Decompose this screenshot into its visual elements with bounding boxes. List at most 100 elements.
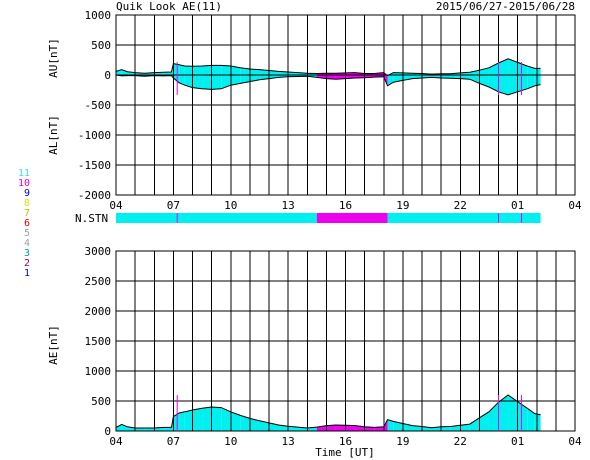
x-tick-label: 04 bbox=[568, 199, 582, 212]
au-al-x-tick-labels: 04 07 10 13 16 19 22 01 04 bbox=[109, 199, 582, 212]
au-al-band bbox=[488, 63, 499, 92]
station-segment bbox=[116, 213, 317, 223]
x-axis-label: Time [UT] bbox=[315, 446, 375, 459]
ae-grid bbox=[115, 250, 576, 432]
ae-band bbox=[374, 426, 384, 431]
y-tick-label: 500 bbox=[91, 39, 111, 52]
au-al-panel: 1000 500 0 -500 -1000 -1500 -2000 04 07 10 13 16 19… bbox=[47, 9, 582, 212]
plot-frame bbox=[115, 14, 576, 196]
legend-station-count: 1 bbox=[24, 268, 30, 279]
y-tick-label: 2500 bbox=[85, 275, 112, 288]
au-al-band bbox=[184, 66, 193, 88]
x-tick-label: 04 bbox=[109, 199, 123, 212]
ae-band bbox=[211, 407, 222, 431]
y-tick-label: 1000 bbox=[85, 365, 112, 378]
ae-band bbox=[335, 425, 346, 431]
x-tick-label: 19 bbox=[396, 199, 409, 212]
ae-band bbox=[527, 408, 535, 431]
au-al-grid bbox=[115, 14, 576, 196]
ae-outline bbox=[115, 394, 541, 431]
chart-title: Quik Look AE(11) bbox=[116, 0, 222, 13]
ae-band bbox=[121, 424, 128, 431]
station-count-bar: N.STN bbox=[75, 212, 541, 225]
ae-band bbox=[135, 428, 145, 431]
legend-station-count: 5 bbox=[24, 228, 30, 239]
au-al-outline bbox=[115, 58, 575, 96]
x-tick-label: 16 bbox=[339, 199, 352, 212]
station-segment bbox=[316, 213, 388, 223]
ae-band bbox=[288, 426, 298, 431]
legend-station-count: 2 bbox=[24, 258, 30, 269]
legend-station-count: 6 bbox=[24, 218, 30, 229]
y-tick-label: -1000 bbox=[78, 129, 111, 142]
date-range: 2015/06/27-2015/06/28 bbox=[436, 0, 575, 13]
y-tick-label: 1500 bbox=[85, 335, 112, 348]
ae-band bbox=[387, 419, 394, 431]
x-tick-label: 01 bbox=[511, 435, 524, 448]
plot-frame bbox=[115, 250, 576, 432]
x-tick-label: 07 bbox=[167, 199, 180, 212]
ae-band bbox=[393, 421, 403, 431]
au-al-area bbox=[116, 58, 541, 95]
ae-band bbox=[498, 395, 509, 431]
ae-band bbox=[412, 425, 422, 431]
y-tick-label: 1000 bbox=[85, 9, 112, 22]
au-al-band bbox=[508, 58, 518, 95]
au-al-y-tick-labels: 1000 500 0 -500 -1000 -1500 -2000 bbox=[78, 9, 111, 202]
au-al-band bbox=[211, 65, 222, 90]
al-axis-label: AL[nT] bbox=[47, 115, 60, 155]
y-tick-label: -2000 bbox=[78, 189, 111, 202]
ae-band bbox=[202, 407, 212, 431]
ae-band bbox=[364, 426, 375, 431]
legend-station-count: 9 bbox=[24, 188, 30, 199]
x-tick-label: 10 bbox=[224, 435, 237, 448]
legend-station-count: 8 bbox=[24, 198, 30, 209]
x-tick-label: 13 bbox=[282, 199, 295, 212]
ae-band bbox=[278, 425, 289, 431]
au-al-band bbox=[527, 66, 535, 89]
au-al-band bbox=[240, 67, 250, 84]
au-al-band bbox=[479, 67, 489, 87]
au-al-band bbox=[221, 65, 231, 89]
ae-band bbox=[179, 411, 185, 431]
ae-band bbox=[460, 424, 470, 431]
au-al-band bbox=[335, 72, 346, 80]
ae-band bbox=[508, 395, 518, 431]
y-tick-label: 3000 bbox=[85, 245, 112, 258]
x-tick-label: 07 bbox=[167, 435, 180, 448]
ae-band bbox=[249, 418, 260, 431]
legend-station-count: 11 bbox=[18, 168, 30, 179]
ae-band bbox=[441, 426, 451, 431]
ae-band bbox=[144, 428, 155, 431]
au-al-band bbox=[278, 71, 289, 78]
y-tick-label: 500 bbox=[91, 395, 111, 408]
x-tick-label: 04 bbox=[568, 435, 582, 448]
ae-y-tick-labels: 3000 2500 2000 1500 1000 500 0 bbox=[85, 245, 112, 438]
ae-band bbox=[240, 415, 250, 431]
station-bar-label: N.STN bbox=[75, 212, 108, 225]
ae-band bbox=[230, 411, 241, 431]
au-al-band bbox=[460, 72, 470, 80]
x-tick-label: 22 bbox=[454, 435, 467, 448]
ae-band bbox=[517, 401, 528, 431]
x-tick-label: 04 bbox=[109, 435, 123, 448]
au-al-band bbox=[517, 62, 528, 92]
au-al-band bbox=[288, 72, 298, 77]
ae-band bbox=[116, 424, 122, 431]
x-tick-label: 22 bbox=[454, 199, 467, 212]
au-al-band bbox=[230, 66, 241, 86]
y-tick-label: 0 bbox=[104, 69, 111, 82]
x-tick-label: 13 bbox=[282, 435, 295, 448]
ae-band bbox=[259, 420, 269, 431]
x-tick-label: 19 bbox=[396, 435, 409, 448]
au-al-band bbox=[202, 65, 212, 90]
legend-station-count: 10 bbox=[18, 178, 30, 189]
station-segments bbox=[116, 213, 541, 223]
ae-band bbox=[469, 417, 480, 431]
ae-line bbox=[115, 394, 541, 429]
au-al-band bbox=[498, 58, 509, 95]
ae-axis-label: AE[nT] bbox=[47, 325, 60, 365]
al-line bbox=[115, 74, 541, 96]
